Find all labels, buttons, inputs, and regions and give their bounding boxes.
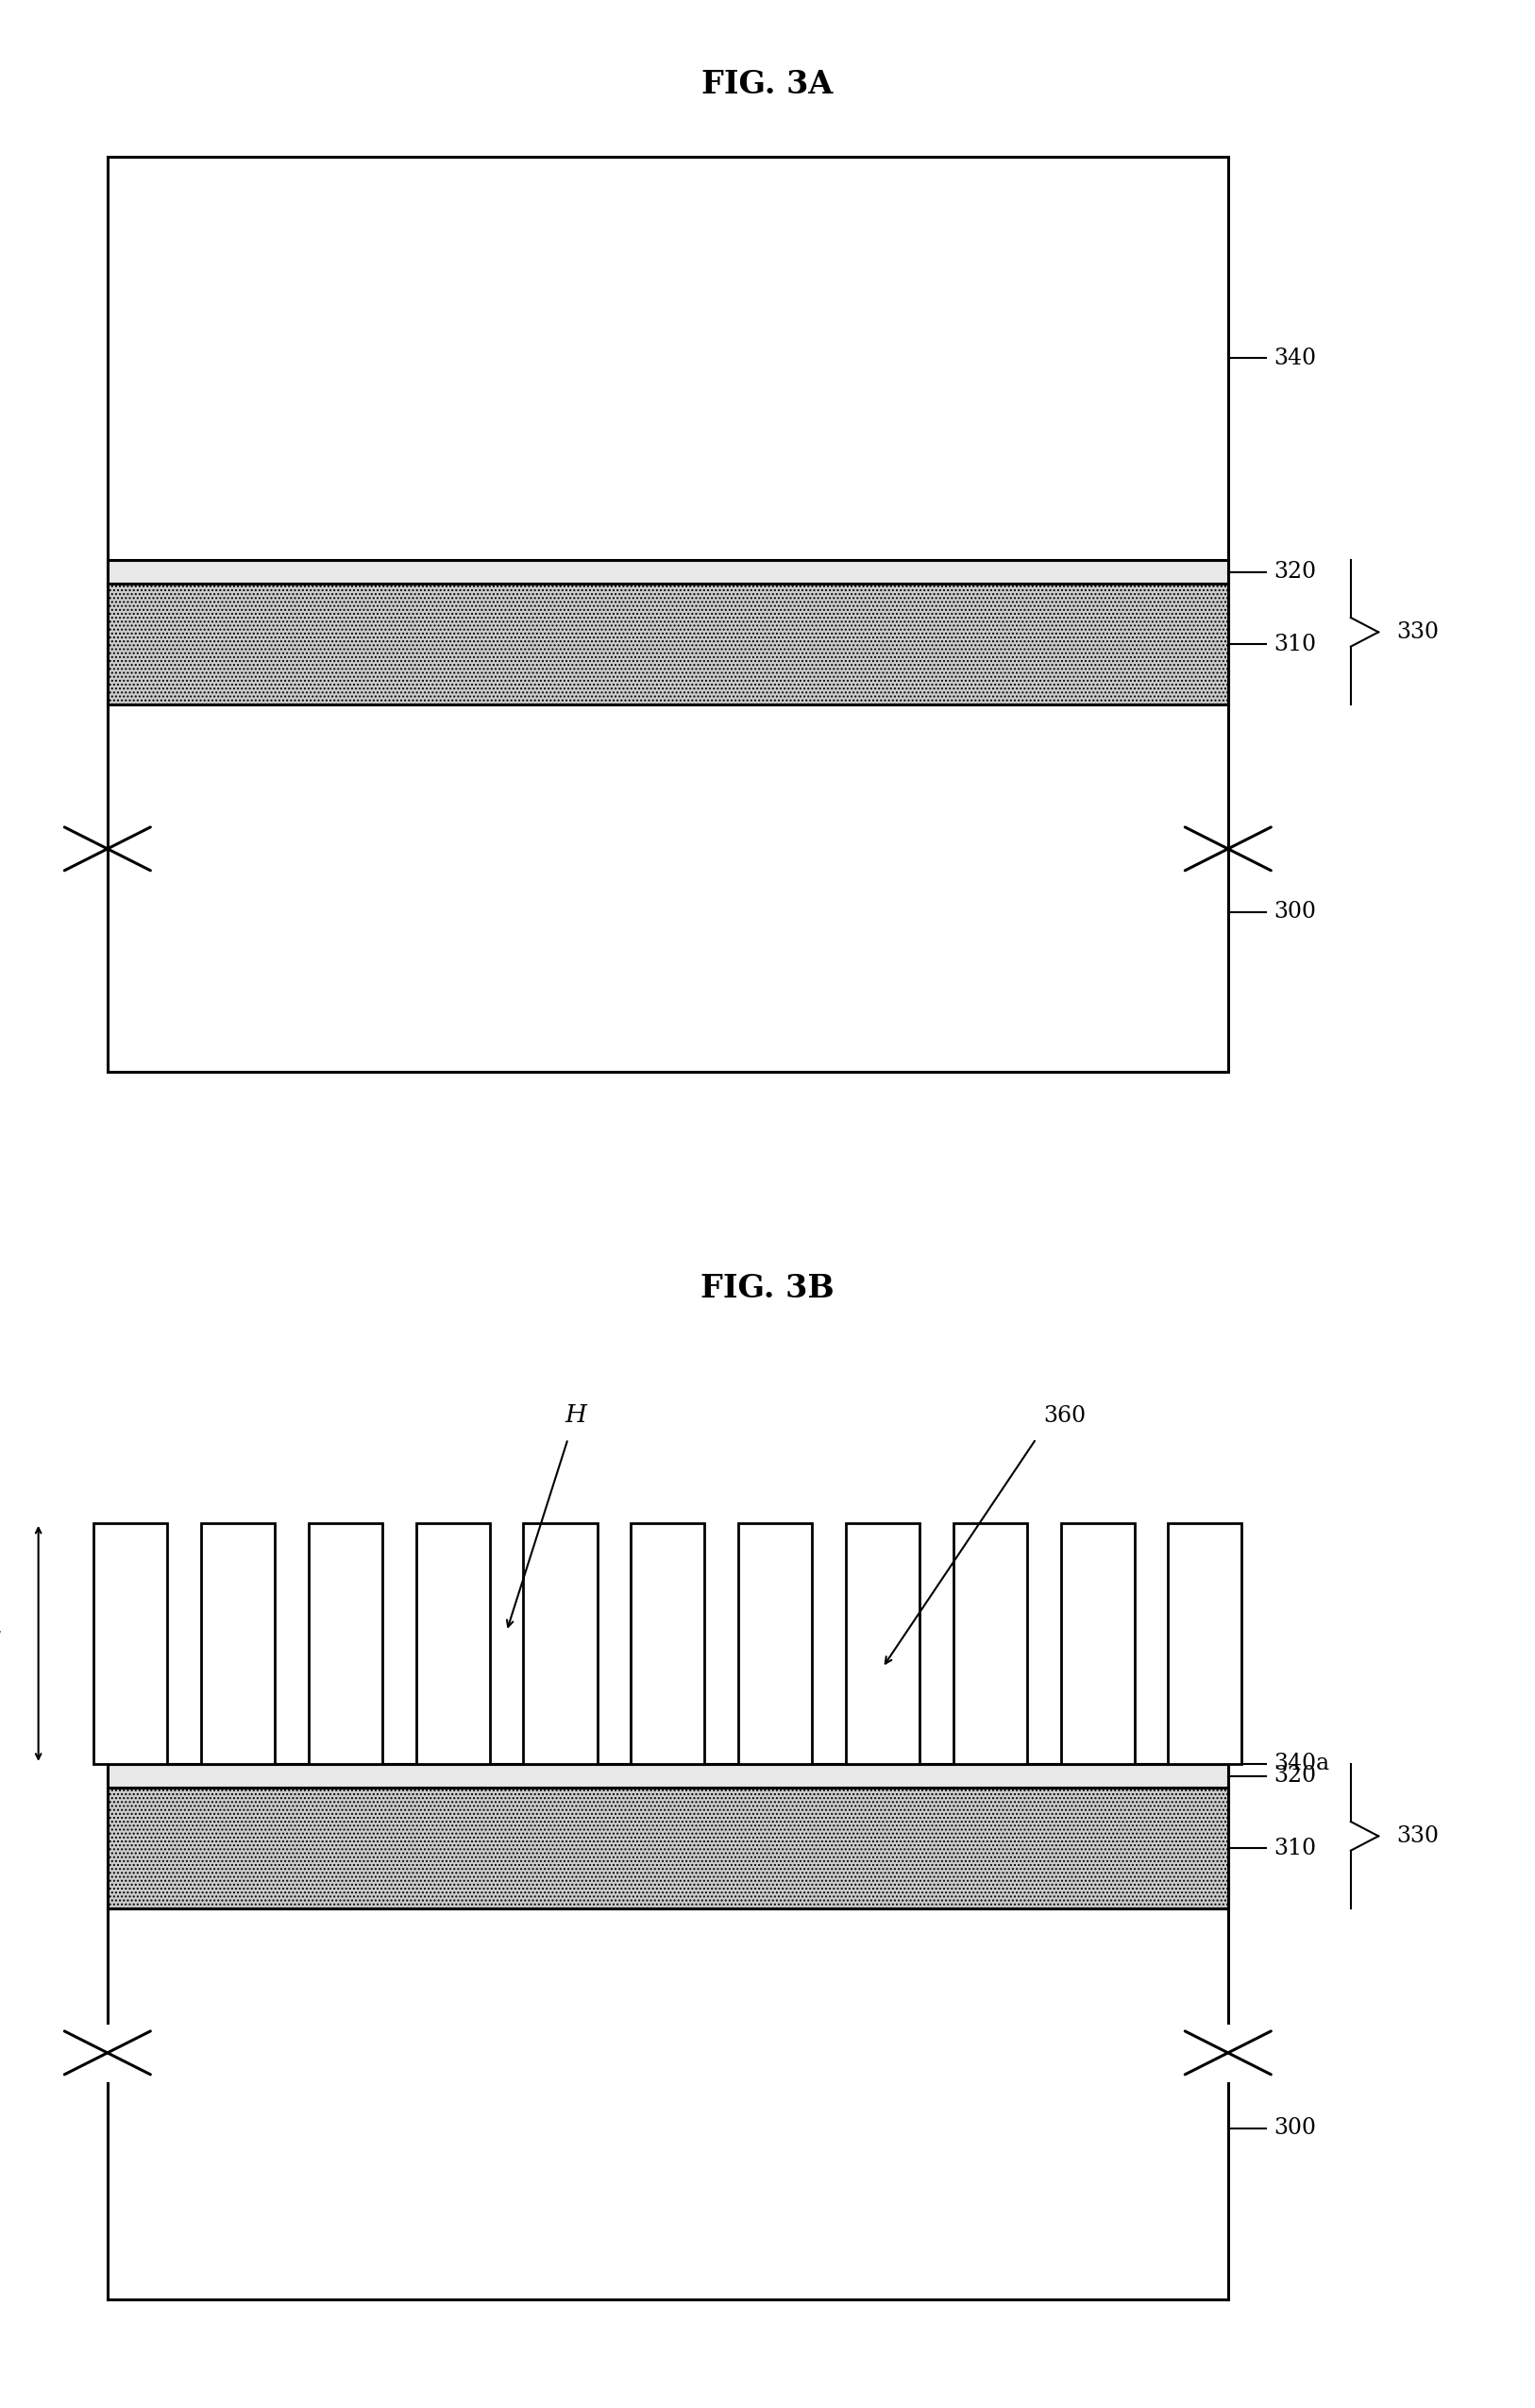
Bar — [738, 1522, 812, 1763]
Text: 300: 300 — [1274, 901, 1317, 922]
Text: 310: 310 — [1274, 1837, 1317, 1859]
Bar — [107, 1763, 1228, 1787]
Text: H: H — [565, 1404, 586, 1426]
Bar — [107, 157, 1228, 1072]
Bar — [1168, 1522, 1242, 1763]
Text: FIG. 3A: FIG. 3A — [701, 70, 834, 99]
Text: 300: 300 — [1274, 2117, 1317, 2138]
Bar — [523, 1522, 597, 1763]
Bar — [309, 1522, 382, 1763]
Bar — [94, 1522, 167, 1763]
Text: 320: 320 — [1274, 561, 1317, 583]
Text: 330: 330 — [1397, 621, 1440, 643]
Bar — [631, 1522, 705, 1763]
Text: 340a: 340a — [1274, 1753, 1329, 1775]
Text: 330: 330 — [1397, 1825, 1440, 1847]
Text: 320: 320 — [1274, 1765, 1317, 1787]
Bar — [1061, 1522, 1134, 1763]
Bar — [107, 1787, 1228, 1907]
Text: 360: 360 — [1044, 1404, 1087, 1426]
Text: 340: 340 — [1274, 347, 1317, 368]
Bar — [107, 585, 1228, 703]
Bar — [107, 561, 1228, 585]
Bar — [201, 1522, 275, 1763]
Text: FIG. 3B: FIG. 3B — [700, 1274, 835, 1303]
Text: 310: 310 — [1274, 633, 1317, 655]
Bar — [953, 1522, 1027, 1763]
Bar — [846, 1522, 919, 1763]
Bar — [416, 1522, 490, 1763]
